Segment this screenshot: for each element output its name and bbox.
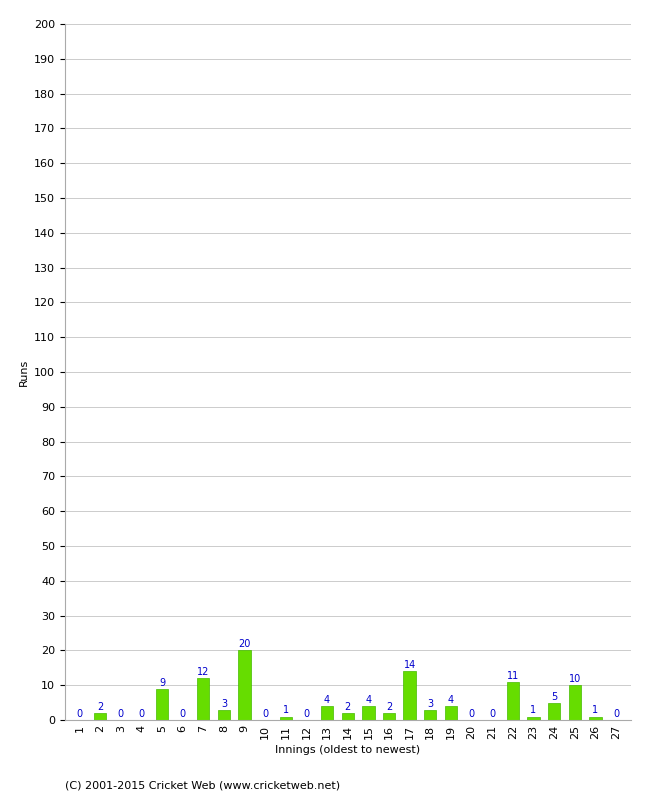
Text: 0: 0 xyxy=(469,709,474,719)
Bar xyxy=(383,713,395,720)
Text: 20: 20 xyxy=(239,639,251,650)
Text: 2: 2 xyxy=(386,702,392,712)
Text: 4: 4 xyxy=(324,695,330,705)
Bar xyxy=(197,678,209,720)
Bar xyxy=(424,710,437,720)
Text: 0: 0 xyxy=(77,709,83,719)
Bar xyxy=(404,671,416,720)
Text: 0: 0 xyxy=(138,709,144,719)
X-axis label: Innings (oldest to newest): Innings (oldest to newest) xyxy=(275,745,421,754)
Bar xyxy=(527,717,540,720)
Text: 2: 2 xyxy=(344,702,351,712)
Text: 14: 14 xyxy=(404,660,416,670)
Bar xyxy=(506,682,519,720)
Text: 3: 3 xyxy=(221,698,227,709)
Bar xyxy=(94,713,107,720)
Y-axis label: Runs: Runs xyxy=(19,358,29,386)
Text: 5: 5 xyxy=(551,691,557,702)
Text: 10: 10 xyxy=(569,674,581,684)
Text: 1: 1 xyxy=(530,706,536,715)
Bar xyxy=(589,717,602,720)
Text: 11: 11 xyxy=(507,670,519,681)
Bar xyxy=(362,706,374,720)
Text: 0: 0 xyxy=(304,709,309,719)
Bar xyxy=(445,706,457,720)
Text: (C) 2001-2015 Cricket Web (www.cricketweb.net): (C) 2001-2015 Cricket Web (www.cricketwe… xyxy=(65,781,340,790)
Text: 0: 0 xyxy=(179,709,186,719)
Text: 4: 4 xyxy=(448,695,454,705)
Bar xyxy=(341,713,354,720)
Text: 12: 12 xyxy=(197,667,209,677)
Text: 0: 0 xyxy=(118,709,124,719)
Text: 9: 9 xyxy=(159,678,165,688)
Text: 0: 0 xyxy=(613,709,619,719)
Bar xyxy=(548,702,560,720)
Text: 0: 0 xyxy=(262,709,268,719)
Text: 2: 2 xyxy=(97,702,103,712)
Text: 3: 3 xyxy=(427,698,434,709)
Text: 1: 1 xyxy=(283,706,289,715)
Bar xyxy=(239,650,251,720)
Bar xyxy=(321,706,333,720)
Text: 4: 4 xyxy=(365,695,371,705)
Text: 0: 0 xyxy=(489,709,495,719)
Bar xyxy=(156,689,168,720)
Bar xyxy=(569,685,581,720)
Text: 1: 1 xyxy=(592,706,599,715)
Bar xyxy=(218,710,230,720)
Bar xyxy=(280,717,292,720)
